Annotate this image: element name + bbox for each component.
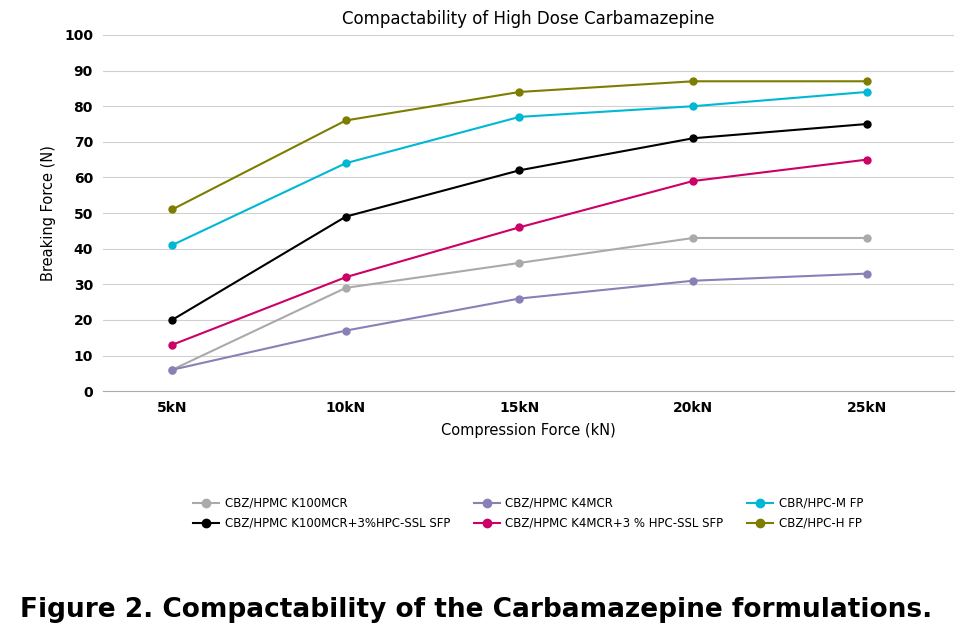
Y-axis label: Breaking Force (N): Breaking Force (N) <box>41 145 56 281</box>
X-axis label: Compression Force (kN): Compression Force (kN) <box>441 423 615 438</box>
Title: Compactability of High Dose Carbamazepine: Compactability of High Dose Carbamazepin… <box>342 10 713 28</box>
Text: Figure 2. Compactability of the Carbamazepine formulations.: Figure 2. Compactability of the Carbamaz… <box>20 597 931 623</box>
Legend: CBZ/HPMC K100MCR, CBZ/HPMC K100MCR+3%HPC-SSL SFP, CBZ/HPMC K4MCR, CBZ/HPMC K4MCR: CBZ/HPMC K100MCR, CBZ/HPMC K100MCR+3%HPC… <box>192 497 863 530</box>
